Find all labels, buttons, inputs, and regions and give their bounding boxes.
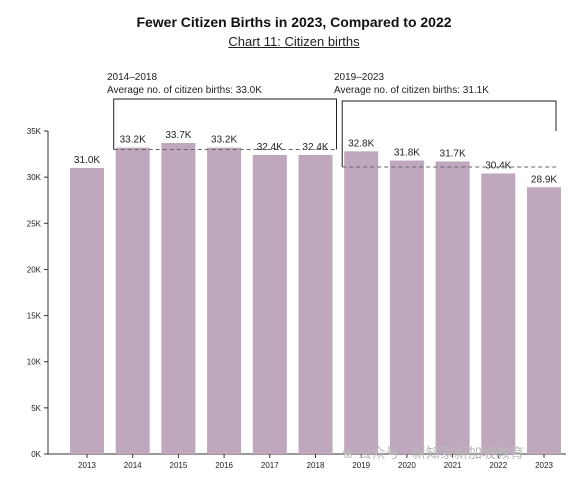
bar-2014 — [115, 147, 150, 454]
bar-2015 — [161, 142, 196, 455]
bar-2016 — [207, 147, 242, 454]
bar-2020 — [389, 160, 424, 454]
x-tick-label: 2015 — [170, 461, 188, 470]
data-label-2017: 32.4K — [257, 142, 283, 153]
x-tick-label: 2014 — [124, 461, 142, 470]
data-label-2016: 33.2K — [211, 135, 237, 146]
x-tick-label: 2021 — [444, 461, 462, 470]
watermark: ❀ 公众号 · 新知家新加坡教育 — [342, 445, 525, 461]
data-label-2022: 30.4K — [485, 160, 511, 171]
x-tick-label: 2019 — [352, 461, 370, 470]
period-average-label: Average no. of citizen births: 33.0K — [107, 85, 262, 96]
chart-title: Fewer Citizen Births in 2023, Compared t… — [136, 14, 452, 30]
period-average-label: Average no. of citizen births: 31.1K — [334, 85, 489, 96]
period-annotation-2019-2023: 2019–2023 Average no. of citizen births:… — [334, 71, 489, 97]
y-tick-label: 5K — [31, 404, 41, 413]
bar-2013 — [70, 167, 104, 454]
data-label-2019: 32.8K — [348, 138, 374, 149]
data-label-2018: 32.4K — [302, 142, 328, 153]
period-range: 2019–2023 — [334, 72, 385, 83]
y-tick-label: 15K — [27, 312, 42, 321]
data-label-2014: 33.2K — [120, 135, 146, 146]
x-tick-label: 2023 — [535, 461, 553, 470]
chart-subtitle: Chart 11: Citizen births — [228, 34, 360, 49]
x-tick-label: 2016 — [215, 461, 233, 470]
period-bracket-2019-2023 — [341, 100, 557, 167]
bar-2018 — [298, 154, 333, 454]
x-tick-label: 2020 — [398, 461, 416, 470]
y-tick-label: 20K — [27, 265, 42, 274]
period-bracket-2014-2018 — [113, 98, 337, 150]
data-label-2015: 33.7K — [165, 130, 191, 141]
y-tick-label: 25K — [27, 219, 42, 228]
bar-2023 — [527, 187, 561, 454]
bar-2021 — [435, 161, 470, 454]
data-label-2021: 31.7K — [440, 148, 466, 159]
bar-2022 — [481, 173, 516, 455]
y-tick-label: 0K — [31, 450, 41, 459]
bar-2019 — [344, 151, 379, 454]
y-tick-label: 10K — [27, 358, 42, 367]
y-tick-label: 30K — [27, 173, 42, 182]
data-label-2013: 31.0K — [74, 155, 100, 166]
data-label-2023: 28.9K — [531, 174, 557, 185]
period-annotation-2014-2018: 2014–2018 Average no. of citizen births:… — [107, 71, 262, 97]
x-tick-label: 2017 — [261, 461, 279, 470]
y-tick-label: 35K — [27, 127, 42, 136]
x-tick-label: 2022 — [489, 461, 507, 470]
x-tick-label: 2018 — [307, 461, 325, 470]
x-tick-label: 2013 — [78, 461, 96, 470]
period-range: 2014–2018 — [107, 72, 158, 83]
data-label-2020: 31.8K — [394, 148, 420, 159]
bar-2017 — [252, 154, 287, 454]
